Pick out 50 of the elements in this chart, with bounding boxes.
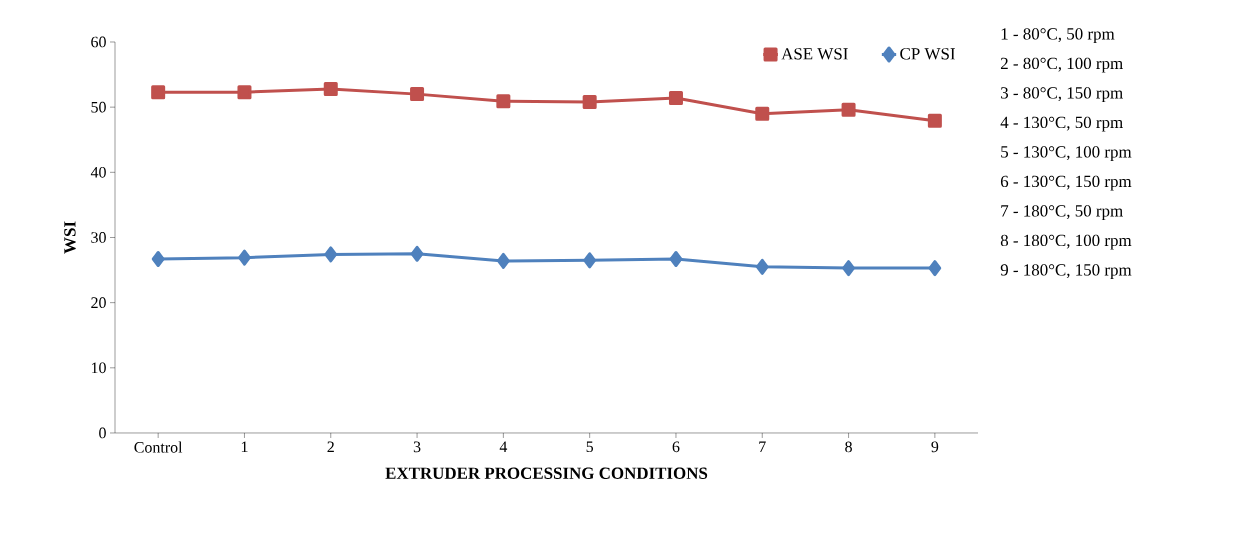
point	[410, 87, 425, 102]
y-tick-label: 20	[91, 297, 106, 309]
point	[151, 85, 166, 100]
text: 3 - 80°C, 150 rpm	[1001, 87, 1123, 103]
x-tick-label: Control	[134, 441, 183, 453]
point	[755, 106, 770, 121]
x-tick-label: 7	[759, 441, 766, 452]
x-tick-label: 1	[241, 441, 248, 453]
point	[238, 249, 251, 266]
point	[755, 258, 769, 275]
x-tick-label: 6	[672, 441, 680, 453]
x-axis-title: EXTRUDER PROCESSING CONDITIONS	[385, 467, 708, 479]
legend-label: ASE WSI	[781, 48, 848, 60]
text: 6 - 130°C, 150 rpm	[1000, 175, 1132, 191]
text: 9 - 180°C, 150 rpm	[1000, 264, 1132, 280]
y-tick-label: 50	[91, 101, 106, 113]
text: 2 - 80°C, 100 rpm	[1000, 57, 1123, 73]
point	[582, 94, 597, 109]
point	[324, 246, 338, 263]
legend-label: CP WSI	[900, 48, 955, 60]
text: 8 - 180°C, 100 rpm	[1000, 234, 1132, 250]
point	[583, 252, 597, 269]
y-axis-title: WSI	[64, 221, 76, 254]
point	[151, 250, 165, 267]
x-tick-label: 8	[845, 441, 852, 453]
point	[496, 94, 511, 109]
text: 5 - 130°C, 100 rpm	[1001, 146, 1132, 162]
x-tick-label: 9	[931, 441, 939, 453]
point	[841, 102, 856, 117]
point	[410, 245, 424, 262]
point	[928, 260, 942, 277]
y-tick-label: 10	[91, 362, 106, 374]
point	[669, 250, 683, 267]
text: 4 - 130°C, 50 rpm	[1000, 116, 1123, 132]
y-tick-label: 40	[90, 166, 106, 178]
point	[927, 113, 942, 128]
text: 7 - 180°C, 50 rpm	[1001, 205, 1123, 221]
x-tick-label: 5	[586, 441, 594, 453]
point	[496, 252, 510, 269]
x-tick-label: 2	[327, 441, 334, 453]
point	[668, 91, 683, 106]
point	[842, 260, 855, 277]
y-tick-label: 30	[91, 232, 106, 243]
point	[323, 81, 338, 96]
x-tick-label: 3	[413, 441, 421, 453]
x-tick-label: 4	[499, 441, 508, 452]
y-tick-label: 0	[99, 427, 106, 439]
y-tick-label: 60	[91, 36, 106, 48]
text: 1 - 80°C, 50 rpm	[1001, 28, 1115, 44]
point	[237, 85, 252, 100]
